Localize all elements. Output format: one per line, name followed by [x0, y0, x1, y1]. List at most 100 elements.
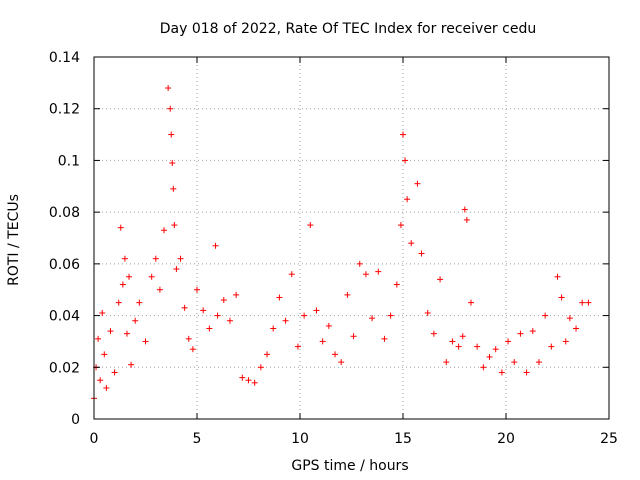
data-points — [91, 85, 592, 402]
data-point — [408, 240, 415, 247]
data-point — [492, 346, 499, 353]
data-point — [344, 291, 351, 298]
data-point — [573, 325, 580, 332]
y-tick-label: 0.14 — [49, 50, 80, 66]
data-point — [123, 330, 130, 337]
data-point — [257, 364, 264, 371]
data-point — [245, 377, 252, 384]
data-point — [404, 196, 411, 203]
x-tick-label: 15 — [394, 431, 412, 447]
x-axis-title: GPS time / hours — [291, 458, 408, 474]
y-axis-title: ROTI / TECUs — [6, 194, 22, 286]
data-point — [517, 330, 524, 337]
data-point — [585, 299, 592, 306]
data-point — [276, 294, 283, 301]
data-point — [189, 346, 196, 353]
data-point — [459, 333, 466, 340]
axis-ticks — [93, 56, 610, 420]
data-point — [111, 369, 118, 376]
data-point — [523, 369, 530, 376]
data-point — [264, 351, 271, 358]
data-point — [95, 335, 102, 342]
data-point — [443, 359, 450, 366]
data-point — [171, 222, 178, 229]
data-point — [168, 131, 175, 138]
data-point — [239, 374, 246, 381]
data-point — [455, 343, 462, 350]
data-point — [185, 335, 192, 342]
data-point — [511, 359, 518, 366]
data-point — [97, 377, 104, 384]
data-point — [350, 333, 357, 340]
data-point — [177, 255, 184, 262]
data-point — [101, 351, 108, 358]
data-point — [498, 369, 505, 376]
data-point — [161, 227, 168, 234]
data-point — [200, 307, 207, 314]
data-point — [117, 224, 124, 231]
data-point — [467, 299, 474, 306]
data-point — [562, 338, 569, 345]
y-tick-label: 0.02 — [49, 360, 80, 376]
data-point — [132, 317, 139, 324]
data-point — [418, 250, 425, 257]
y-tick-label: 0.04 — [49, 309, 80, 325]
data-point — [152, 255, 159, 262]
data-point — [579, 299, 586, 306]
y-tick-label: 0 — [71, 412, 80, 428]
data-point — [181, 304, 188, 311]
data-point — [270, 325, 277, 332]
y-tick-label: 0.06 — [49, 257, 80, 273]
data-point — [430, 330, 437, 337]
data-point — [226, 317, 233, 324]
y-tick-label: 0.08 — [49, 205, 80, 221]
y-tick-label: 0.12 — [49, 102, 80, 118]
y-tick-labels: 0 0.02 0.04 0.06 0.08 0.1 0.12 0.14 — [49, 50, 80, 428]
data-point — [474, 343, 481, 350]
data-point — [393, 281, 400, 288]
data-point — [387, 312, 394, 319]
data-point — [542, 312, 549, 319]
data-point — [121, 255, 128, 262]
data-point — [307, 222, 314, 229]
data-point — [99, 309, 106, 316]
data-point — [136, 299, 143, 306]
data-point — [325, 322, 332, 329]
data-point — [414, 180, 421, 187]
data-point — [319, 338, 326, 345]
grid-lines — [94, 57, 609, 419]
data-point — [449, 338, 456, 345]
x-tick-labels: 0 5 10 15 20 25 — [90, 431, 618, 447]
data-point — [535, 359, 542, 366]
data-point — [461, 206, 468, 213]
data-point — [107, 328, 114, 335]
data-point — [480, 364, 487, 371]
data-point — [233, 291, 240, 298]
data-point — [165, 85, 172, 92]
data-point — [424, 309, 431, 316]
data-point — [554, 273, 561, 280]
data-point — [173, 266, 180, 273]
data-point — [156, 286, 163, 293]
x-tick-label: 5 — [193, 431, 202, 447]
data-point — [381, 335, 388, 342]
data-point — [115, 299, 122, 306]
data-point — [103, 384, 110, 391]
data-point — [206, 325, 213, 332]
data-point — [486, 353, 493, 360]
data-point — [294, 343, 301, 350]
y-tick-label: 0.1 — [58, 153, 80, 169]
data-point — [142, 338, 149, 345]
data-point — [566, 315, 573, 322]
data-point — [338, 359, 345, 366]
data-point — [402, 157, 409, 164]
data-point — [463, 216, 470, 223]
data-point — [170, 185, 177, 192]
data-point — [505, 338, 512, 345]
chart-title: Day 018 of 2022, Rate Of TEC Index for r… — [160, 21, 536, 37]
data-point — [400, 131, 406, 138]
data-point — [119, 281, 126, 288]
x-tick-label: 10 — [291, 431, 309, 447]
data-point — [558, 294, 565, 301]
data-point — [548, 343, 555, 350]
